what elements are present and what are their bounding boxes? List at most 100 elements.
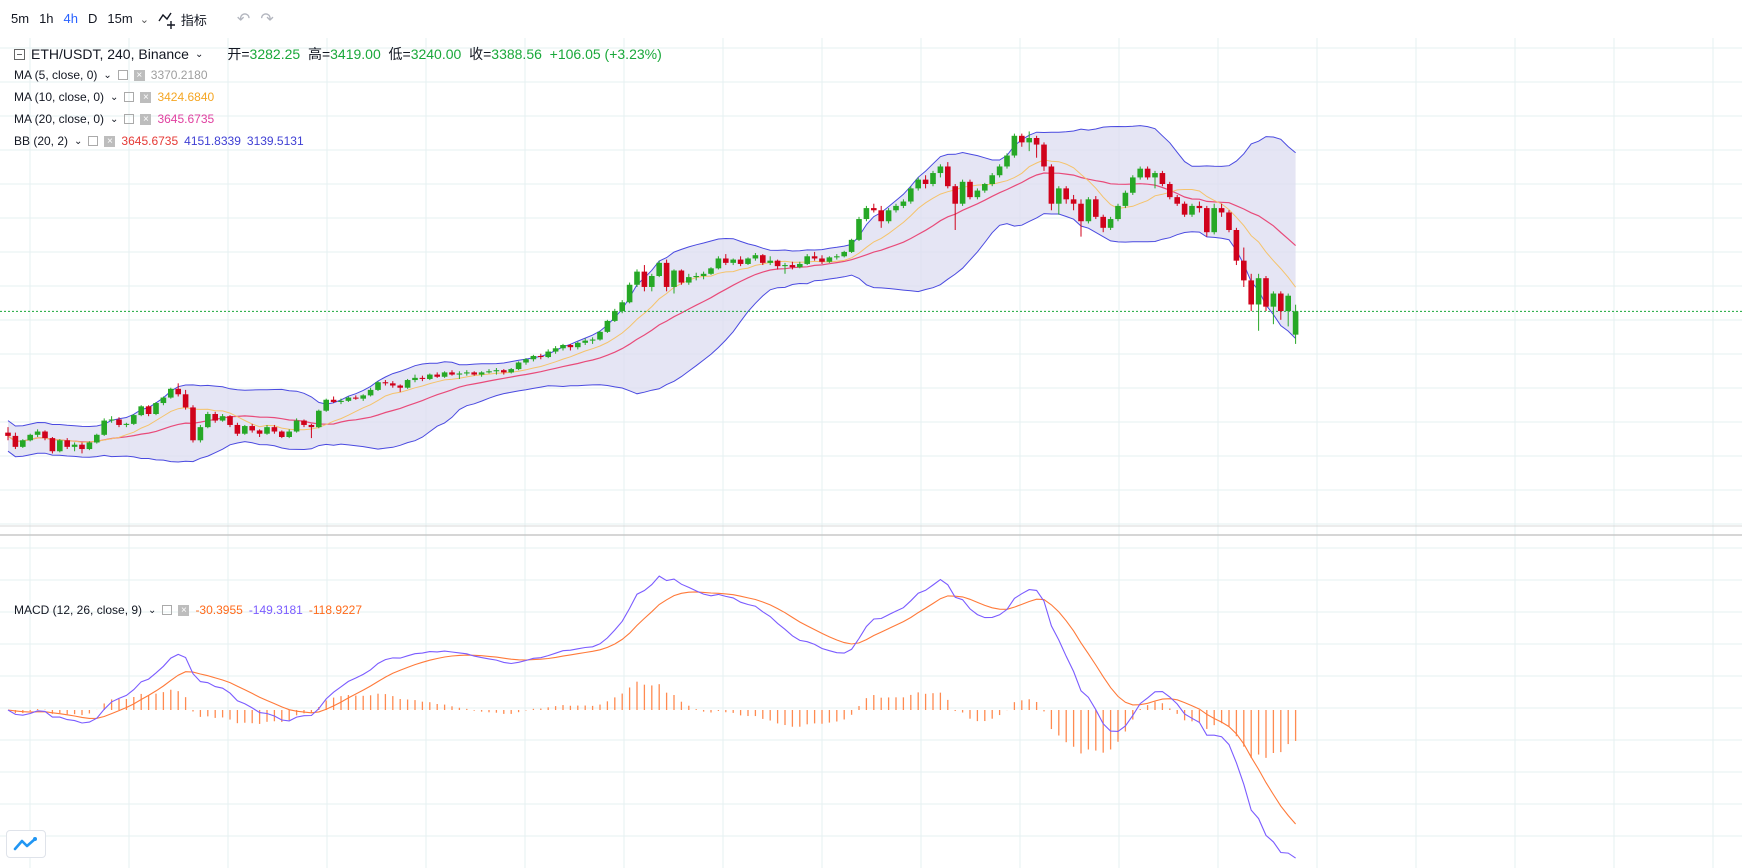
candle-body (1048, 166, 1055, 204)
candle-body (1233, 230, 1240, 261)
tradingview-logo-icon[interactable] (6, 830, 46, 858)
candle-body (708, 268, 714, 274)
symbol-title[interactable]: ETH/USDT, 240, Binance (31, 46, 189, 62)
timeframe-dropdown-icon[interactable]: ⌄ (139, 13, 149, 26)
candle-body (397, 385, 403, 388)
ma5-settings-icon[interactable] (117, 70, 128, 80)
candle-body (464, 372, 470, 374)
macd-name[interactable]: MACD (12, 26, close, 9) (14, 603, 143, 617)
candle-body (967, 181, 973, 198)
candle-body (441, 372, 448, 377)
candle-body (619, 302, 625, 312)
candle-body (264, 427, 270, 434)
ma10-dropdown-icon[interactable]: ⌄ (110, 91, 119, 103)
ma10-settings-icon[interactable] (124, 92, 135, 102)
candle-body (760, 255, 766, 263)
candle-body (1070, 199, 1077, 204)
collapse-square-icon[interactable] (14, 48, 25, 60)
ma20-dropdown-icon[interactable]: ⌄ (110, 113, 119, 125)
candle-body (996, 166, 1003, 176)
ma10-remove-icon[interactable]: × (140, 91, 152, 103)
candle-body (404, 380, 411, 388)
macd-line (7, 575, 1296, 859)
ma20-remove-icon[interactable]: × (140, 113, 152, 125)
candle-body (678, 270, 685, 283)
candle-body (1063, 188, 1069, 200)
candle-body (1019, 135, 1025, 143)
candle-body (219, 416, 226, 421)
candle-body (686, 277, 692, 283)
candle-body (1285, 295, 1291, 312)
candle-body (515, 362, 522, 370)
candle-body (508, 369, 514, 373)
candle-body (330, 399, 337, 402)
timeframe-5m[interactable]: 5m (11, 11, 30, 26)
candle-body (671, 270, 677, 287)
bb-settings-icon[interactable] (88, 136, 99, 146)
candle-body (856, 219, 862, 240)
bb-name[interactable]: BB (20, 2) (14, 134, 69, 148)
candle-body (819, 258, 825, 262)
candle-body (338, 400, 344, 402)
candle-body (952, 186, 958, 204)
candle-body (1011, 135, 1018, 156)
candle-body (552, 348, 559, 352)
bb-upper-value: 4151.8339 (184, 134, 241, 148)
candle-body (1107, 219, 1114, 228)
candle-body (641, 271, 648, 287)
candle-body (34, 431, 41, 435)
ma5-legend: MA (5, close, 0) ⌄ × 3370.2180 (14, 68, 208, 82)
macd-dropdown-icon[interactable]: ⌄ (148, 604, 157, 616)
candle-body (471, 372, 477, 375)
bb-remove-icon[interactable]: × (104, 135, 116, 147)
candle-body (545, 351, 551, 358)
candle-body (390, 383, 396, 386)
redo-icon[interactable]: ↷ (260, 11, 274, 28)
bb-upper-line (7, 125, 1296, 428)
candle-body (1004, 155, 1010, 167)
candle-body (367, 389, 374, 396)
candle-body (1078, 203, 1084, 222)
ma20-settings-icon[interactable] (124, 114, 135, 124)
candle-body (782, 265, 788, 267)
candle-body (1255, 278, 1262, 305)
candle-body (1159, 173, 1166, 184)
indicators-button[interactable]: 指标 (157, 9, 207, 29)
timeframe-15m[interactable]: 15m (107, 11, 133, 26)
candle-body (538, 355, 544, 358)
symbol-dropdown-icon[interactable]: ⌄ (194, 48, 204, 60)
undo-icon[interactable]: ↶ (236, 11, 251, 28)
timeframe-1h[interactable]: 1h (39, 11, 54, 26)
candle-body (930, 173, 936, 184)
ma20-name[interactable]: MA (20, close, 0) (14, 112, 105, 126)
candle-body (71, 444, 78, 447)
macd-settings-icon[interactable] (162, 605, 173, 615)
timeframe-4h[interactable]: 4h (63, 11, 78, 26)
candle-body (205, 414, 211, 428)
timeframe-d[interactable]: D (88, 11, 98, 26)
candle-body (848, 239, 855, 252)
candle-body (723, 258, 729, 263)
candle-body (1167, 184, 1173, 198)
candle-body (1033, 138, 1040, 145)
candle-body (5, 432, 11, 436)
bb-dropdown-icon[interactable]: ⌄ (74, 135, 83, 147)
chart-canvas[interactable] (0, 38, 1742, 868)
candle-body (382, 382, 389, 384)
ma5-remove-icon[interactable]: × (133, 69, 145, 81)
candle-body (1085, 199, 1092, 222)
candle-body (974, 190, 981, 198)
symbol-legend: ETH/USDT, 240, Binance ⌄ 开=3282.25 高=341… (14, 44, 662, 64)
ma5-name[interactable]: MA (5, close, 0) (14, 68, 98, 82)
candle-body (153, 403, 159, 414)
candle-body (774, 260, 781, 267)
candle-body (256, 430, 263, 434)
candle-body (234, 424, 241, 434)
bb-fill (8, 125, 1296, 462)
candle-body (885, 210, 892, 222)
ma5-dropdown-icon[interactable]: ⌄ (103, 69, 112, 81)
macd-remove-icon[interactable]: × (178, 604, 190, 616)
candle-body (1278, 293, 1284, 312)
ma10-name[interactable]: MA (10, close, 0) (14, 90, 105, 104)
candle-body (419, 377, 426, 379)
